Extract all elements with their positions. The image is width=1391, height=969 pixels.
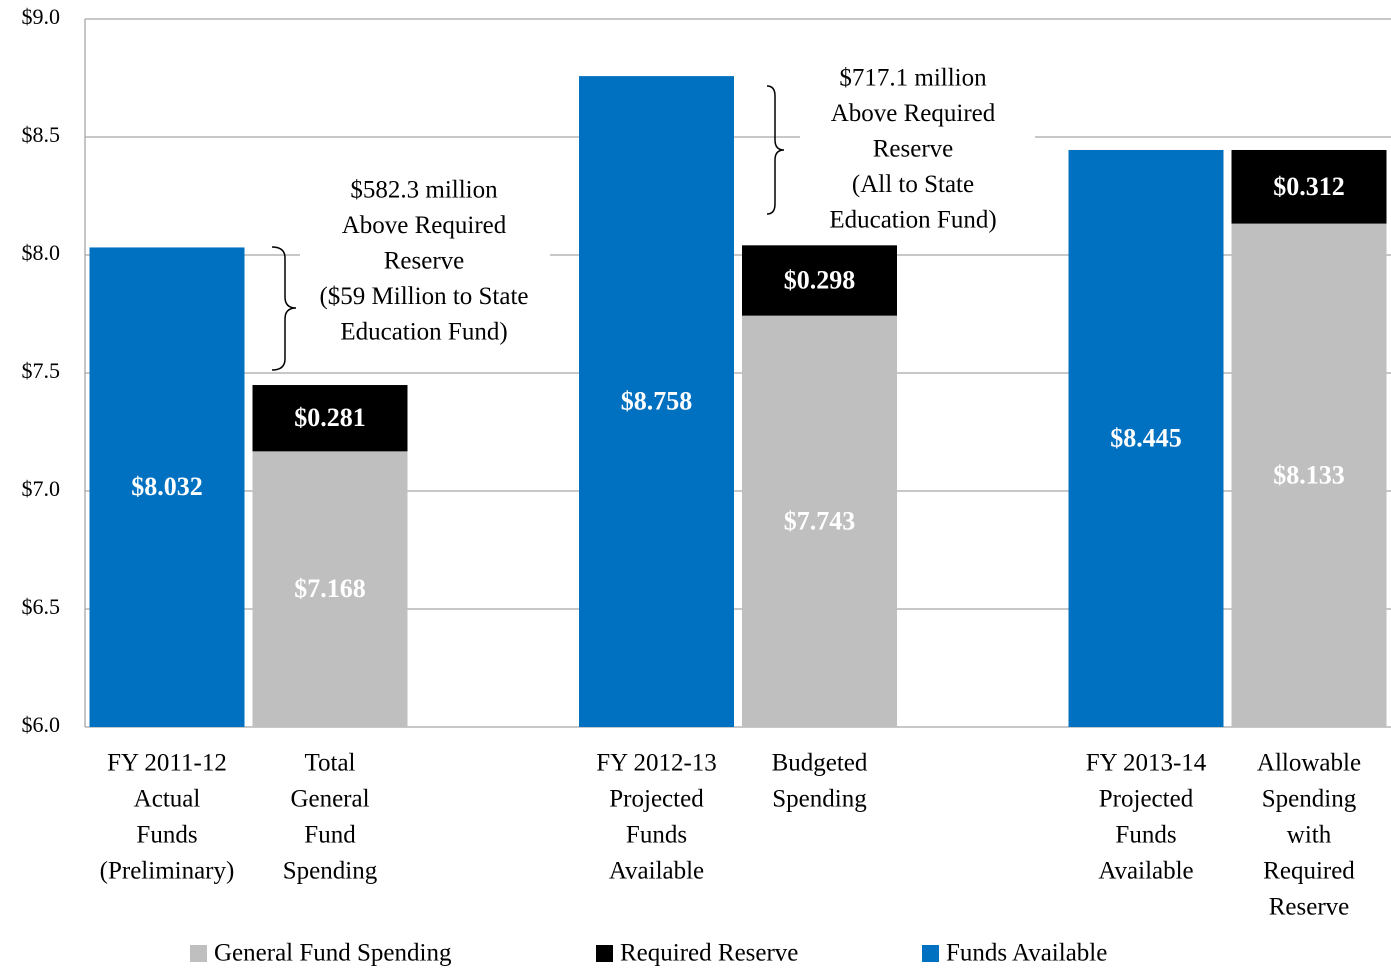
x-tick-label: Total [304, 750, 355, 777]
legend-label: Required Reserve [620, 940, 798, 967]
annotation: ($59 Million to State [319, 283, 528, 310]
x-tick-label: Funds [626, 822, 687, 849]
x-tick-label: Spending [1262, 786, 1357, 813]
data-label: $7.743 [784, 506, 856, 535]
x-tick-label: Reserve [1269, 894, 1350, 921]
x-tick-label: Spending [283, 858, 378, 885]
x-tick-label: Funds [136, 822, 197, 849]
bar-segment [742, 245, 897, 316]
x-tick-label: Funds [1115, 822, 1176, 849]
data-label: $0.281 [294, 403, 366, 432]
annotation: Above Required [342, 212, 507, 239]
x-tick-label: Projected [1099, 786, 1194, 813]
data-label: $0.298 [784, 265, 856, 294]
x-tick-label: Fund [304, 822, 356, 849]
annotations: $582.3 million Above Required Reserve ($59 … [271, 60, 1035, 371]
bar-segment [1068, 149, 1224, 728]
bar-segment [89, 247, 245, 727]
annotation: Above Required [831, 100, 996, 127]
x-tick-label: General [290, 786, 369, 813]
bar-segment [1231, 223, 1387, 727]
annotation: Reserve [384, 248, 465, 275]
annotation-background [800, 60, 1035, 240]
y-tick-label: $9.0 [22, 4, 61, 29]
annotation: Reserve [873, 136, 954, 163]
annotation: $582.3 million [350, 177, 498, 204]
data-label: $8.032 [131, 472, 203, 501]
data-label: $8.758 [621, 387, 693, 416]
bar-segment [252, 385, 408, 452]
y-tick-label: $7.5 [22, 358, 61, 383]
x-tick-label: FY 2012-13 [596, 750, 717, 777]
annotation: Education Fund) [340, 319, 507, 346]
x-tick-label: Projected [609, 786, 704, 813]
x-tick-label: FY 2013-14 [1086, 750, 1207, 777]
bar-segment [742, 315, 897, 727]
y-tick-label: $7.0 [22, 476, 61, 501]
annotation: $717.1 million [839, 65, 987, 92]
legend-label: General Fund Spending [214, 940, 452, 967]
y-tick-label: $6.0 [22, 712, 61, 737]
annotation: (All to State [852, 171, 974, 198]
annotation-background [300, 172, 550, 352]
bars: $8.032 $7.168 $0.281 $8.758 $7.743 $0.298 $8.4… [89, 76, 1387, 728]
legend-label: Funds Available [946, 940, 1107, 967]
bar-segment [1231, 149, 1387, 224]
x-tick-label: Available [1098, 858, 1193, 885]
y-tick-label: $8.0 [22, 240, 61, 265]
bar-segment [252, 451, 408, 727]
legend-marker [922, 945, 939, 962]
y-tick-label: $6.5 [22, 594, 61, 619]
x-tick-label: Budgeted [772, 750, 868, 777]
x-tick-label: Allowable [1257, 750, 1361, 777]
bar-segment [579, 76, 734, 727]
x-tick-label: with [1287, 822, 1332, 849]
bracket [766, 85, 785, 215]
y-tick-label: $8.5 [22, 122, 61, 147]
x-tick-label: (Preliminary) [100, 858, 235, 885]
x-tick-label: Spending [772, 786, 867, 813]
data-label: $0.312 [1273, 172, 1345, 201]
x-tick-label: Required [1263, 858, 1355, 885]
legend-marker [190, 945, 207, 962]
x-tick-label: Actual [134, 786, 201, 813]
bracket [271, 246, 297, 371]
data-label: $7.168 [294, 574, 366, 603]
x-tick-label: Available [609, 858, 704, 885]
x-tick-label: FY 2011-12 [107, 750, 227, 777]
legend-marker [596, 945, 613, 962]
data-label: $8.133 [1273, 460, 1345, 489]
annotation: Education Fund) [829, 207, 996, 234]
data-label: $8.445 [1110, 423, 1182, 452]
